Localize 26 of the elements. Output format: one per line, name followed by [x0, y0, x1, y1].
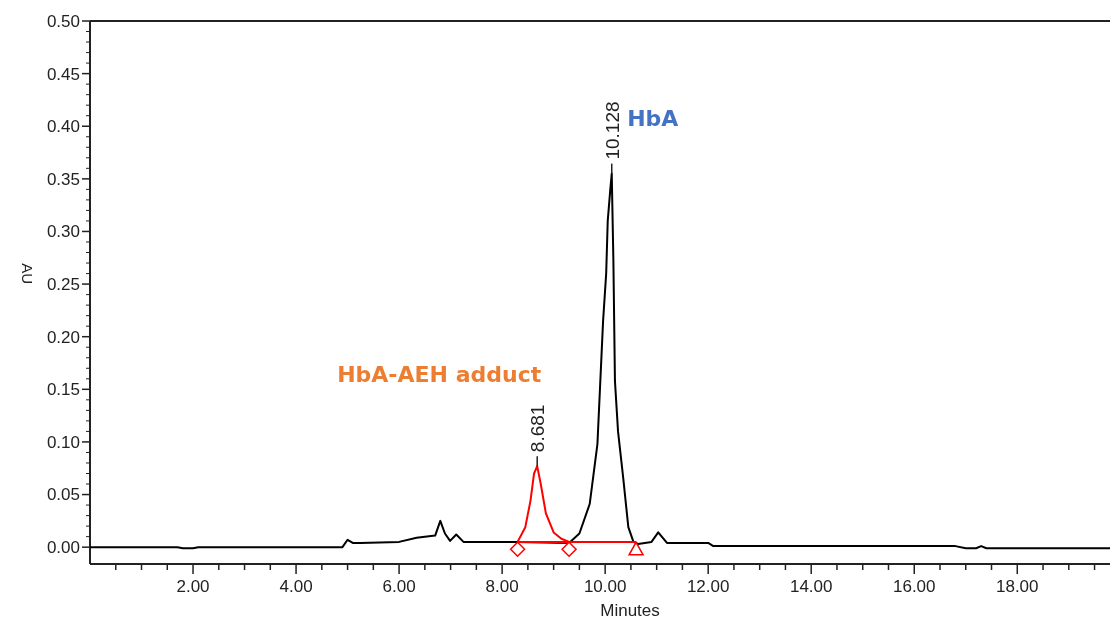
- x-tick-label: 8.00: [485, 577, 519, 596]
- y-tick-label: 0.35: [46, 169, 80, 189]
- x-tick-label: 16.00: [892, 577, 936, 596]
- annotation: 8.681: [527, 404, 549, 453]
- x-tick-label: 18.00: [996, 577, 1039, 596]
- y-axis-title: AU: [19, 263, 36, 284]
- x-tick-label: 14.00: [789, 577, 833, 596]
- y-tick-label: 0.25: [46, 275, 80, 295]
- x-tick-label: 10.00: [583, 577, 627, 596]
- x-tick-label: 2.00: [176, 577, 210, 596]
- y-tick-label: 0.05: [46, 485, 80, 505]
- y-tick-label: 0.45: [46, 64, 80, 84]
- y-tick-label: 0.10: [46, 432, 80, 452]
- annotation: HbA-AEH adduct: [337, 361, 542, 387]
- x-axis-title: Minutes: [600, 601, 660, 620]
- y-tick-label: 0.00: [46, 538, 80, 558]
- x-tick-label: 12.00: [686, 577, 730, 596]
- annotation: HbA: [627, 106, 679, 132]
- annotation: 10.128: [601, 101, 623, 160]
- y-tick-label: 0.50: [46, 11, 80, 31]
- y-tick-label: 0.40: [46, 117, 80, 137]
- x-tick-label: 6.00: [382, 577, 416, 596]
- x-tick-label: 4.00: [279, 577, 313, 596]
- y-tick-label: 0.20: [46, 327, 80, 347]
- y-tick-label: 0.15: [46, 380, 80, 400]
- y-tick-label: 0.30: [46, 222, 80, 242]
